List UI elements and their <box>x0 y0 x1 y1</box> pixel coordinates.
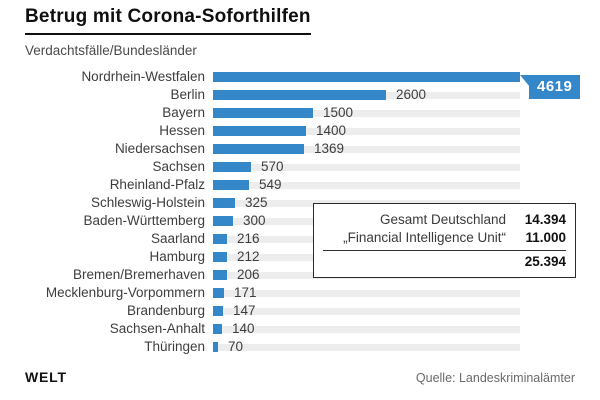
bar-row: Niedersachsen 1369 <box>25 140 575 158</box>
bar <box>213 288 224 298</box>
bar-value: 171 <box>234 285 257 300</box>
bar-row: Berlin 2600 <box>25 86 575 104</box>
bar <box>213 252 227 262</box>
bar-area: 70 <box>213 338 575 356</box>
bar-row: Mecklenburg-Vorpommern 171 <box>25 284 575 302</box>
bar-value: 147 <box>233 303 256 318</box>
bar-area: 1400 <box>213 122 575 140</box>
bar-label: Schleswig-Holstein <box>90 195 205 210</box>
bar-area: 549 <box>213 176 575 194</box>
summary-row: „Financial Intelligence Unit“ 11.000 <box>323 229 566 247</box>
bar-track <box>213 109 520 117</box>
bar-area: 171 <box>213 284 575 302</box>
bar-track <box>213 307 520 315</box>
bar-value: 70 <box>228 339 244 354</box>
bar-track <box>213 127 520 135</box>
chart-header: Betrug mit Corona-Soforthilfen Verdachts… <box>25 6 311 58</box>
bar-label: Niedersachsen <box>114 141 205 156</box>
bar-label: Sachsen <box>152 159 205 174</box>
bar-area: 1500 <box>213 104 575 122</box>
summary-divider <box>323 250 566 251</box>
bar <box>213 342 218 352</box>
summary-label: Gesamt Deutschland <box>379 212 506 227</box>
bar-label: Baden-Württemberg <box>83 213 205 228</box>
bar-value: 140 <box>232 321 255 336</box>
bar-track <box>213 325 520 333</box>
bar-value: 549 <box>259 177 282 192</box>
bar <box>213 90 386 100</box>
bar-row: Brandenburg 147 <box>25 302 575 320</box>
bar-label: Thüringen <box>144 339 205 354</box>
bar-value: 1500 <box>323 105 354 120</box>
bar-area: 4619 <box>213 68 581 99</box>
bar-value: 216 <box>237 231 260 246</box>
bar-label: Bayern <box>162 105 205 120</box>
bar-label: Sachsen-Anhalt <box>109 321 205 336</box>
summary-box: Gesamt Deutschland 14.394 „Financial Int… <box>313 203 576 278</box>
bar <box>213 162 251 172</box>
bar-row: Nordrhein-Westfalen 4619 <box>25 68 581 99</box>
bar-label: Brandenburg <box>126 303 205 318</box>
bar <box>213 270 227 280</box>
bar-row: Sachsen 570 <box>25 158 575 176</box>
bar <box>213 72 520 82</box>
badge-notch <box>520 75 530 87</box>
summary-value: 11.000 <box>525 230 566 245</box>
bar-row: Sachsen-Anhalt 140 <box>25 320 575 338</box>
bar-track <box>213 163 520 171</box>
chart-subtitle: Verdachtsfälle/Bundesländer <box>25 43 197 58</box>
bar-value: 1369 <box>314 141 345 156</box>
welt-logo: WELT <box>25 369 67 385</box>
bar-value: 1400 <box>316 123 347 138</box>
bar-value: 300 <box>243 213 266 228</box>
source-note: Quelle: Landeskriminalämter <box>415 371 575 385</box>
summary-row: Gesamt Deutschland 14.394 <box>323 211 566 229</box>
bar-area: 140 <box>213 320 575 338</box>
bar-value: 206 <box>237 267 260 282</box>
bar <box>213 324 222 334</box>
bar-label: Saarland <box>150 231 205 246</box>
bar-row: Hessen 1400 <box>25 122 575 140</box>
bar-track <box>213 289 520 297</box>
bar-value: 570 <box>261 159 284 174</box>
bar-value: 212 <box>237 249 260 264</box>
bar <box>213 234 227 244</box>
bar-row: Rheinland-Pfalz 549 <box>25 176 575 194</box>
bar <box>213 306 223 316</box>
bar-track <box>213 181 520 189</box>
bar <box>213 126 306 136</box>
bar-label: Hamburg <box>149 249 205 264</box>
bar-row: Thüringen 70 <box>25 338 575 356</box>
bar-value: 2600 <box>396 87 427 102</box>
bar-area: 570 <box>213 158 575 176</box>
bar <box>213 180 249 190</box>
bar-label: Hessen <box>159 123 205 138</box>
bar-track <box>213 343 520 351</box>
bar-row: Bayern 1500 <box>25 104 575 122</box>
bar-label: Nordrhein-Westfalen <box>81 69 205 84</box>
bar-area: 2600 <box>213 86 575 104</box>
bar <box>213 144 304 154</box>
summary-value: 14.394 <box>524 212 566 227</box>
bar-area: 147 <box>213 302 575 320</box>
chart-title: Betrug mit Corona-Soforthilfen <box>25 6 311 35</box>
bar <box>213 108 313 118</box>
bar-label: Berlin <box>170 87 205 102</box>
bar-label: Rheinland-Pfalz <box>109 177 205 192</box>
bar <box>213 198 235 208</box>
bar-area: 1369 <box>213 140 575 158</box>
value-badge: 4619 <box>520 75 581 99</box>
bar-label: Bremen/Bremerhaven <box>72 267 205 282</box>
bar-track <box>213 145 520 153</box>
bar <box>213 216 233 226</box>
bar-label: Mecklenburg-Vorpommern <box>45 285 205 300</box>
summary-total: 25.394 <box>524 254 566 269</box>
summary-label: „Financial Intelligence Unit“ <box>343 230 506 245</box>
bar-value: 325 <box>245 195 268 210</box>
